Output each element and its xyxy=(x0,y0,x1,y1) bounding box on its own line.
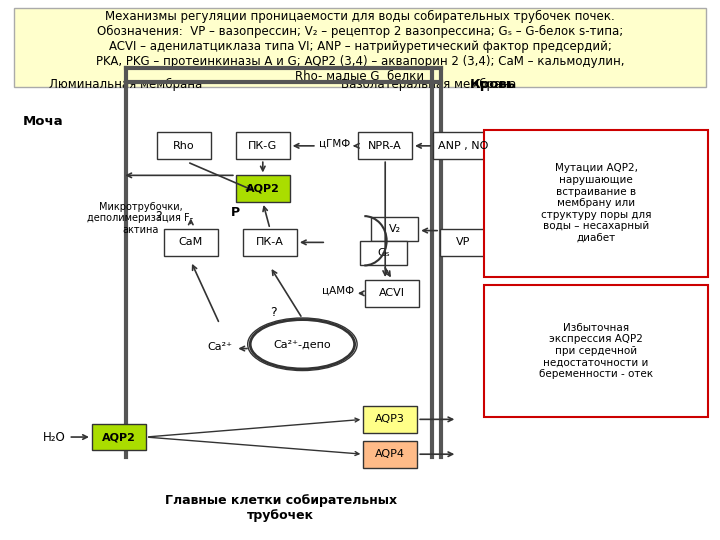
Text: Моча: Моча xyxy=(23,115,63,128)
Text: ПК-А: ПК-А xyxy=(256,238,284,247)
Text: CaM: CaM xyxy=(179,238,203,247)
FancyBboxPatch shape xyxy=(484,285,708,417)
Text: Избыточная
экспрессия AQP2
при сердечной
недостаточности и
беременности - отек: Избыточная экспрессия AQP2 при сердечной… xyxy=(539,322,653,379)
Text: Люминальная мембрана: Люминальная мембрана xyxy=(50,78,202,91)
Text: ?: ? xyxy=(270,306,277,319)
Text: ACVI: ACVI xyxy=(379,288,405,298)
FancyBboxPatch shape xyxy=(359,132,412,159)
Text: AQP4: AQP4 xyxy=(375,449,405,459)
Text: ?: ? xyxy=(155,210,162,223)
Text: ПК-G: ПК-G xyxy=(248,141,277,151)
FancyBboxPatch shape xyxy=(164,229,217,256)
Text: цАМФ: цАМФ xyxy=(323,286,354,295)
Ellipse shape xyxy=(251,320,354,369)
FancyBboxPatch shape xyxy=(157,132,210,159)
FancyBboxPatch shape xyxy=(433,132,492,159)
FancyBboxPatch shape xyxy=(372,217,418,241)
FancyBboxPatch shape xyxy=(366,280,419,307)
FancyBboxPatch shape xyxy=(14,8,706,87)
Text: NPR-A: NPR-A xyxy=(369,141,402,151)
Text: V₂: V₂ xyxy=(389,224,400,234)
Text: Кровь: Кровь xyxy=(470,78,516,91)
FancyBboxPatch shape xyxy=(484,130,708,277)
Text: Механизмы регуляции проницаемости для воды собирательных трубочек почек.
Обознач: Механизмы регуляции проницаемости для во… xyxy=(96,10,624,83)
Text: ANP , NO: ANP , NO xyxy=(438,141,488,151)
FancyBboxPatch shape xyxy=(440,229,486,256)
Text: Мутации AQP2,
нарушающие
встраивание в
мембрану или
структуру поры для
воды – не: Мутации AQP2, нарушающие встраивание в м… xyxy=(541,164,652,243)
Text: AQP3: AQP3 xyxy=(375,414,405,424)
Text: AQP2: AQP2 xyxy=(246,184,280,194)
Text: VP: VP xyxy=(456,238,470,247)
FancyBboxPatch shape xyxy=(243,229,297,256)
FancyBboxPatch shape xyxy=(92,424,145,450)
Text: Базолатеральная мембрана: Базолатеральная мембрана xyxy=(341,78,516,91)
Text: Микротрубочки,
деполимеризация F-
актина: Микротрубочки, деполимеризация F- актина xyxy=(87,201,194,235)
Text: Ca²⁺: Ca²⁺ xyxy=(207,342,232,352)
Text: AQP2: AQP2 xyxy=(102,432,136,442)
Text: Gₛ: Gₛ xyxy=(377,248,390,258)
Text: H₂O: H₂O xyxy=(42,430,66,443)
FancyBboxPatch shape xyxy=(364,441,418,468)
Text: цГМФ: цГМФ xyxy=(319,138,351,148)
Text: Ca²⁺-депо: Ca²⁺-депо xyxy=(274,339,331,349)
Text: P: P xyxy=(231,206,240,219)
FancyBboxPatch shape xyxy=(236,132,289,159)
FancyBboxPatch shape xyxy=(236,176,289,202)
FancyBboxPatch shape xyxy=(361,241,408,265)
Text: Главные клетки собирательных
трубочек: Главные клетки собирательных трубочек xyxy=(165,494,397,522)
Text: Rho: Rho xyxy=(173,141,194,151)
FancyBboxPatch shape xyxy=(364,406,418,433)
